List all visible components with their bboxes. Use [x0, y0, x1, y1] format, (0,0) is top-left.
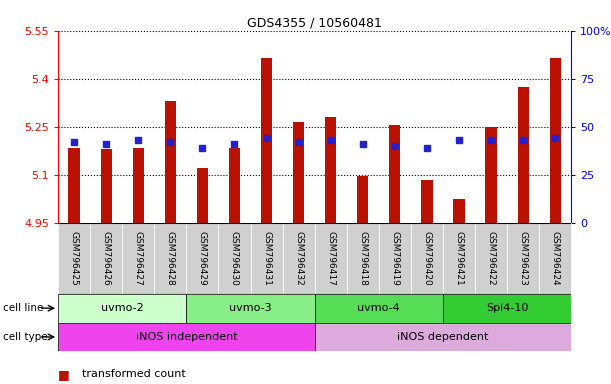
- Bar: [122, 223, 155, 294]
- Text: GSM796425: GSM796425: [70, 231, 79, 286]
- Text: iNOS dependent: iNOS dependent: [397, 332, 489, 342]
- Text: uvmo-3: uvmo-3: [229, 303, 272, 313]
- Bar: [186, 294, 315, 323]
- Bar: [422, 180, 433, 223]
- Bar: [486, 127, 497, 223]
- Text: GSM796423: GSM796423: [519, 231, 528, 286]
- Text: cell line: cell line: [3, 303, 43, 313]
- Title: GDS4355 / 10560481: GDS4355 / 10560481: [247, 17, 382, 30]
- Bar: [325, 117, 336, 223]
- Text: GSM796424: GSM796424: [551, 231, 560, 286]
- Bar: [315, 323, 571, 351]
- Text: GSM796428: GSM796428: [166, 231, 175, 286]
- Text: transformed count: transformed count: [82, 369, 186, 379]
- Text: cell type: cell type: [3, 332, 48, 342]
- Bar: [68, 147, 79, 223]
- Bar: [251, 223, 283, 294]
- Bar: [315, 223, 347, 294]
- Bar: [518, 87, 529, 223]
- Text: GSM796431: GSM796431: [262, 231, 271, 286]
- Text: Spl4-10: Spl4-10: [486, 303, 529, 313]
- Bar: [540, 223, 571, 294]
- Bar: [186, 223, 219, 294]
- Text: GSM796420: GSM796420: [422, 231, 431, 286]
- Text: GSM796430: GSM796430: [230, 231, 239, 286]
- Bar: [197, 168, 208, 223]
- Text: GSM796419: GSM796419: [390, 231, 400, 286]
- Bar: [379, 223, 411, 294]
- Bar: [293, 122, 304, 223]
- Bar: [443, 223, 475, 294]
- Text: GSM796418: GSM796418: [358, 231, 367, 286]
- Text: GSM796429: GSM796429: [198, 231, 207, 286]
- Bar: [453, 199, 464, 223]
- Bar: [357, 176, 368, 223]
- Bar: [389, 125, 400, 223]
- Bar: [315, 294, 443, 323]
- Text: GSM796432: GSM796432: [294, 231, 303, 286]
- Bar: [347, 223, 379, 294]
- Bar: [219, 223, 251, 294]
- Bar: [550, 58, 561, 223]
- Bar: [507, 223, 540, 294]
- Text: GSM796417: GSM796417: [326, 231, 335, 286]
- Bar: [90, 223, 122, 294]
- Text: uvmo-2: uvmo-2: [101, 303, 144, 313]
- Bar: [155, 223, 186, 294]
- Bar: [475, 223, 507, 294]
- Bar: [411, 223, 443, 294]
- Bar: [58, 223, 90, 294]
- Text: uvmo-4: uvmo-4: [357, 303, 400, 313]
- Bar: [101, 149, 112, 223]
- Bar: [283, 223, 315, 294]
- Bar: [58, 294, 186, 323]
- Text: GSM796421: GSM796421: [455, 231, 464, 286]
- Bar: [165, 101, 176, 223]
- Bar: [229, 147, 240, 223]
- Text: GSM796427: GSM796427: [134, 231, 143, 286]
- Bar: [261, 58, 272, 223]
- Bar: [443, 294, 571, 323]
- Text: ■: ■: [58, 368, 70, 381]
- Bar: [58, 323, 315, 351]
- Text: GSM796422: GSM796422: [486, 231, 496, 286]
- Text: iNOS independent: iNOS independent: [136, 332, 237, 342]
- Bar: [133, 147, 144, 223]
- Text: GSM796426: GSM796426: [101, 231, 111, 286]
